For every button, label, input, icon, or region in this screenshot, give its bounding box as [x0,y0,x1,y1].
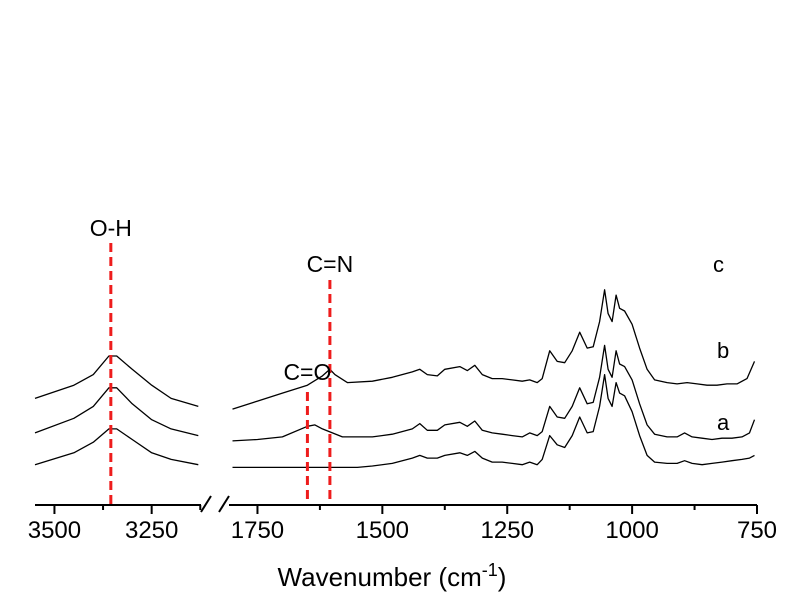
spectra-curves [34,289,756,469]
x-axis-title: Wavenumber (cm-1) [278,560,507,592]
x-tick-label: 1000 [605,517,658,544]
x-tick-label: 3250 [125,517,178,544]
axis-break-mark [200,495,212,513]
x-tick-label: 3500 [28,517,81,544]
curve-label-b: b [717,338,729,363]
x-tick-label: 1500 [356,517,409,544]
spectrum-b-left [34,387,199,437]
x-tick-label: 750 [737,517,777,544]
x-tick-label: 1750 [231,517,284,544]
spectrum-c-right [232,289,756,410]
peak-annotation: O-H [90,215,132,241]
spectrum-b-right [232,344,756,442]
x-axis-title-sup: -1 [482,560,498,580]
spectrum-c-left [34,355,199,408]
curve-label-c: c [713,252,724,277]
x-axis-title-main: Wavenumber (cm [278,562,482,592]
spectrum-a-left [34,428,199,466]
peak-markers [109,243,332,504]
x-tick-label: 1250 [481,517,534,544]
x-axis-title-end: ) [498,562,507,592]
peak-annotations: O-H C=N C=O [90,215,353,385]
axis-break-mark [218,495,230,513]
x-axis: 3500 3250 1750 1500 1250 1000 750 [28,495,777,544]
curve-labels: c b a [713,252,730,435]
spectrum-a-right [232,373,755,469]
peak-annotation: C=N [307,251,354,277]
peak-annotation: C=O [283,359,331,385]
curve-label-a: a [717,410,730,435]
